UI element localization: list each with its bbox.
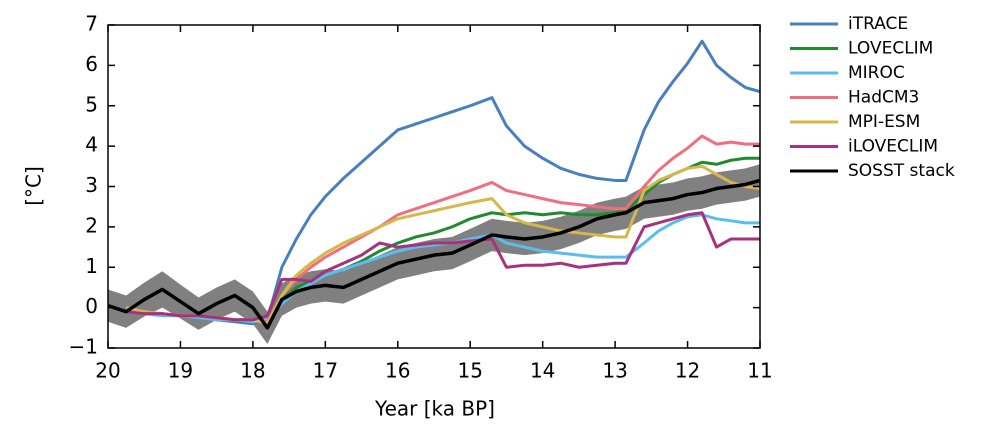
x-tick-label: 11 — [747, 359, 772, 383]
x-tick-label: 12 — [675, 359, 700, 383]
legend-label: MPI-ESM — [848, 112, 920, 132]
x-tick-label: 19 — [168, 359, 193, 383]
y-tick-label: 1 — [85, 254, 98, 278]
y-axis-label: [°C] — [22, 166, 46, 206]
series-line — [125, 39, 761, 326]
y-tick-label: 2 — [85, 213, 98, 237]
y-tick-label: 3 — [85, 173, 98, 197]
x-tick-label: 18 — [240, 359, 265, 383]
x-tick-label: 15 — [457, 359, 482, 383]
y-tick-label: 5 — [85, 92, 98, 116]
y-tick-label: 6 — [85, 52, 98, 76]
legend-label: iLOVECLIM — [848, 137, 938, 157]
x-tick-label: 16 — [385, 359, 410, 383]
legend-label: SOSST stack — [848, 161, 955, 181]
x-tick-label: 20 — [95, 359, 120, 383]
series-line — [125, 211, 760, 322]
y-tick-label: 7 — [85, 12, 98, 36]
y-tick-label: 4 — [85, 133, 98, 157]
x-tick-label: 14 — [530, 359, 555, 383]
y-tick-label: 0 — [85, 294, 98, 318]
y-tick-label: −1 — [69, 335, 98, 359]
legend-label: iTRACE — [848, 14, 908, 34]
legend-label: LOVECLIM — [848, 39, 933, 59]
x-tick-label: 17 — [313, 359, 338, 383]
series-line — [107, 178, 761, 330]
legend-label: HadCM3 — [848, 88, 919, 108]
x-axis-label: Year [ka BP] — [374, 397, 495, 421]
legend-label: MIROC — [848, 63, 905, 83]
x-tick-label: 13 — [602, 359, 627, 383]
